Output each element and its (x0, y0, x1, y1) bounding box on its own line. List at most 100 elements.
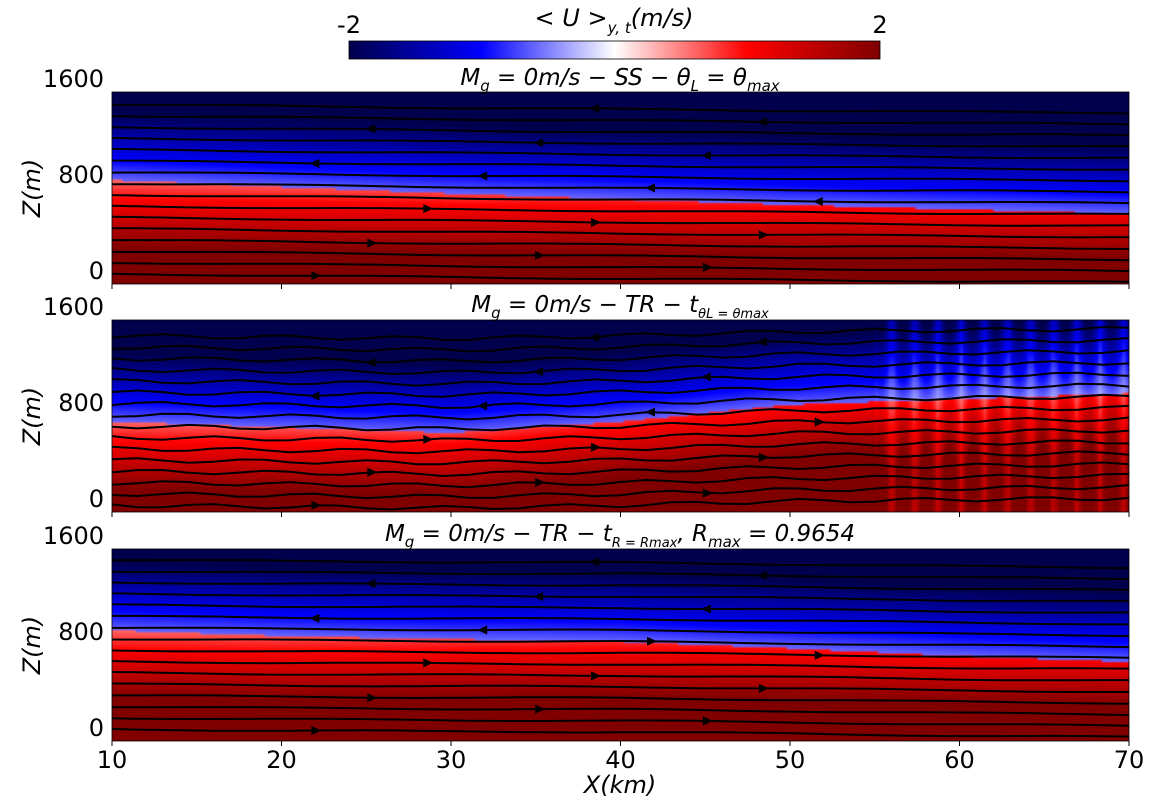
streamline (112, 194, 1129, 205)
streamline-arrow (758, 452, 769, 462)
streamline-arrow (589, 332, 600, 342)
streamline-arrow (702, 716, 713, 726)
streamline (112, 570, 1129, 581)
streamline (112, 382, 1129, 398)
streamline-arrow (700, 604, 711, 614)
x-tick-label: 40 (605, 746, 636, 774)
streamline-arrow (533, 592, 544, 602)
x-axis-label: X(km) (582, 771, 656, 799)
x-tick-label: 30 (436, 746, 467, 774)
colorbar-title: < U >y, t(m/s) (535, 4, 694, 37)
x-axis-ticks: 10 20 30 40 50 60 70 (97, 284, 1145, 774)
streamline-arrow (423, 204, 434, 214)
panel-1-ytick-label: 1600 (43, 65, 104, 93)
panel-1-title: Mg = 0m/s − SS − θL = θmax (460, 65, 779, 95)
streamline (112, 592, 1129, 602)
streamline-arrow (702, 262, 713, 272)
streamline-arrow (309, 613, 320, 623)
streamline (112, 126, 1129, 137)
streamline (112, 603, 1129, 614)
streamline-arrow (700, 151, 711, 161)
streamline-arrow (756, 117, 767, 127)
panel-3-ytick-label: 800 (58, 618, 104, 646)
streamline (112, 325, 1129, 342)
streamline-arrow (477, 401, 488, 411)
streamline (112, 183, 1129, 194)
panel-3-streamlines (112, 557, 1129, 738)
x-tick-label: 50 (775, 746, 806, 774)
streamline-arrow (477, 171, 488, 181)
streamline-arrow (311, 500, 322, 510)
x-tick-label: 10 (97, 746, 128, 774)
streamline (112, 706, 1129, 716)
streamline (112, 614, 1129, 626)
streamline (112, 450, 1129, 466)
streamline (112, 215, 1129, 227)
panel-2-ylabel: Z(m) (18, 387, 46, 447)
panel-2-ytick-label: 1600 (43, 293, 104, 321)
panel-3-ylabel: Z(m) (18, 616, 46, 676)
panel-1-ylabel: Z(m) (18, 159, 46, 219)
streamline-arrow (535, 250, 546, 260)
streamline-arrow (311, 271, 322, 281)
colorbar-min-label: -2 (337, 11, 361, 39)
streamline-arrow (535, 704, 546, 714)
streamline-arrow (814, 417, 825, 427)
panel-2-streamlines (112, 325, 1129, 511)
colorbar-gradient (348, 40, 881, 60)
panel-1-streamlines (112, 103, 1129, 283)
panel-3-ytick-label: 0 (89, 714, 104, 742)
panel-2-title: Mg = 0m/s − TR − tθL = θmax (471, 292, 769, 322)
streamline-arrow (702, 488, 713, 498)
streamline (112, 393, 1129, 410)
streamline-arrow (756, 337, 767, 347)
streamline-arrow (367, 693, 378, 703)
streamline (112, 649, 1129, 659)
panel-1-ytick-label: 800 (58, 161, 104, 189)
streamline-arrow (367, 238, 378, 248)
streamline (112, 428, 1129, 443)
streamline-arrow (591, 442, 602, 452)
colorbar-title-unit: (m/s) (631, 4, 694, 32)
streamline-arrow (367, 467, 378, 477)
streamline (112, 371, 1129, 387)
streamline-arrow (589, 103, 600, 113)
streamline-arrow (647, 636, 658, 646)
streamline (112, 472, 1129, 489)
streamline-arrow (477, 625, 488, 635)
x-tick-label: 60 (944, 746, 975, 774)
streamline-arrow (645, 183, 656, 193)
streamline-arrow (423, 434, 434, 444)
streamline-arrow (758, 230, 769, 240)
colorbar-title-main: < U > (535, 4, 608, 32)
streamline (112, 404, 1129, 421)
streamline-arrow (756, 570, 767, 580)
streamline (112, 717, 1129, 727)
streamline-arrow (365, 124, 376, 134)
panel-3-title: Mg = 0m/s − TR − tR = Rmax, Rmax = 0.965… (385, 521, 855, 551)
streamline (112, 147, 1129, 159)
streamline (112, 728, 1129, 738)
streamline-arrow (535, 477, 546, 487)
streamline (112, 159, 1129, 171)
streamline (112, 239, 1129, 250)
streamline-arrow (309, 391, 320, 401)
streamline (112, 496, 1129, 511)
streamline (112, 484, 1129, 500)
streamline-arrow (533, 367, 544, 377)
streamline-arrow (589, 557, 600, 567)
streamline (112, 682, 1129, 693)
x-tick-label: 70 (1114, 746, 1145, 774)
streamline (112, 626, 1129, 638)
panel-3: Mg = 0m/s − TR − tR = Rmax, Rmax = 0.965… (18, 284, 1144, 799)
streamline-arrow (645, 407, 656, 417)
streamline (112, 638, 1129, 649)
panel-2: Mg = 0m/s − TR − tθL = θmax Z(m) 0 800 1… (18, 292, 1130, 513)
streamline-arrow (812, 197, 823, 207)
streamline-arrow (591, 217, 602, 227)
panel-1: Mg = 0m/s − SS − θL = θmax Z(m) 0 800 16… (18, 65, 1130, 285)
streamline (112, 115, 1129, 126)
streamline (112, 581, 1129, 591)
streamline-arrow (423, 658, 434, 668)
